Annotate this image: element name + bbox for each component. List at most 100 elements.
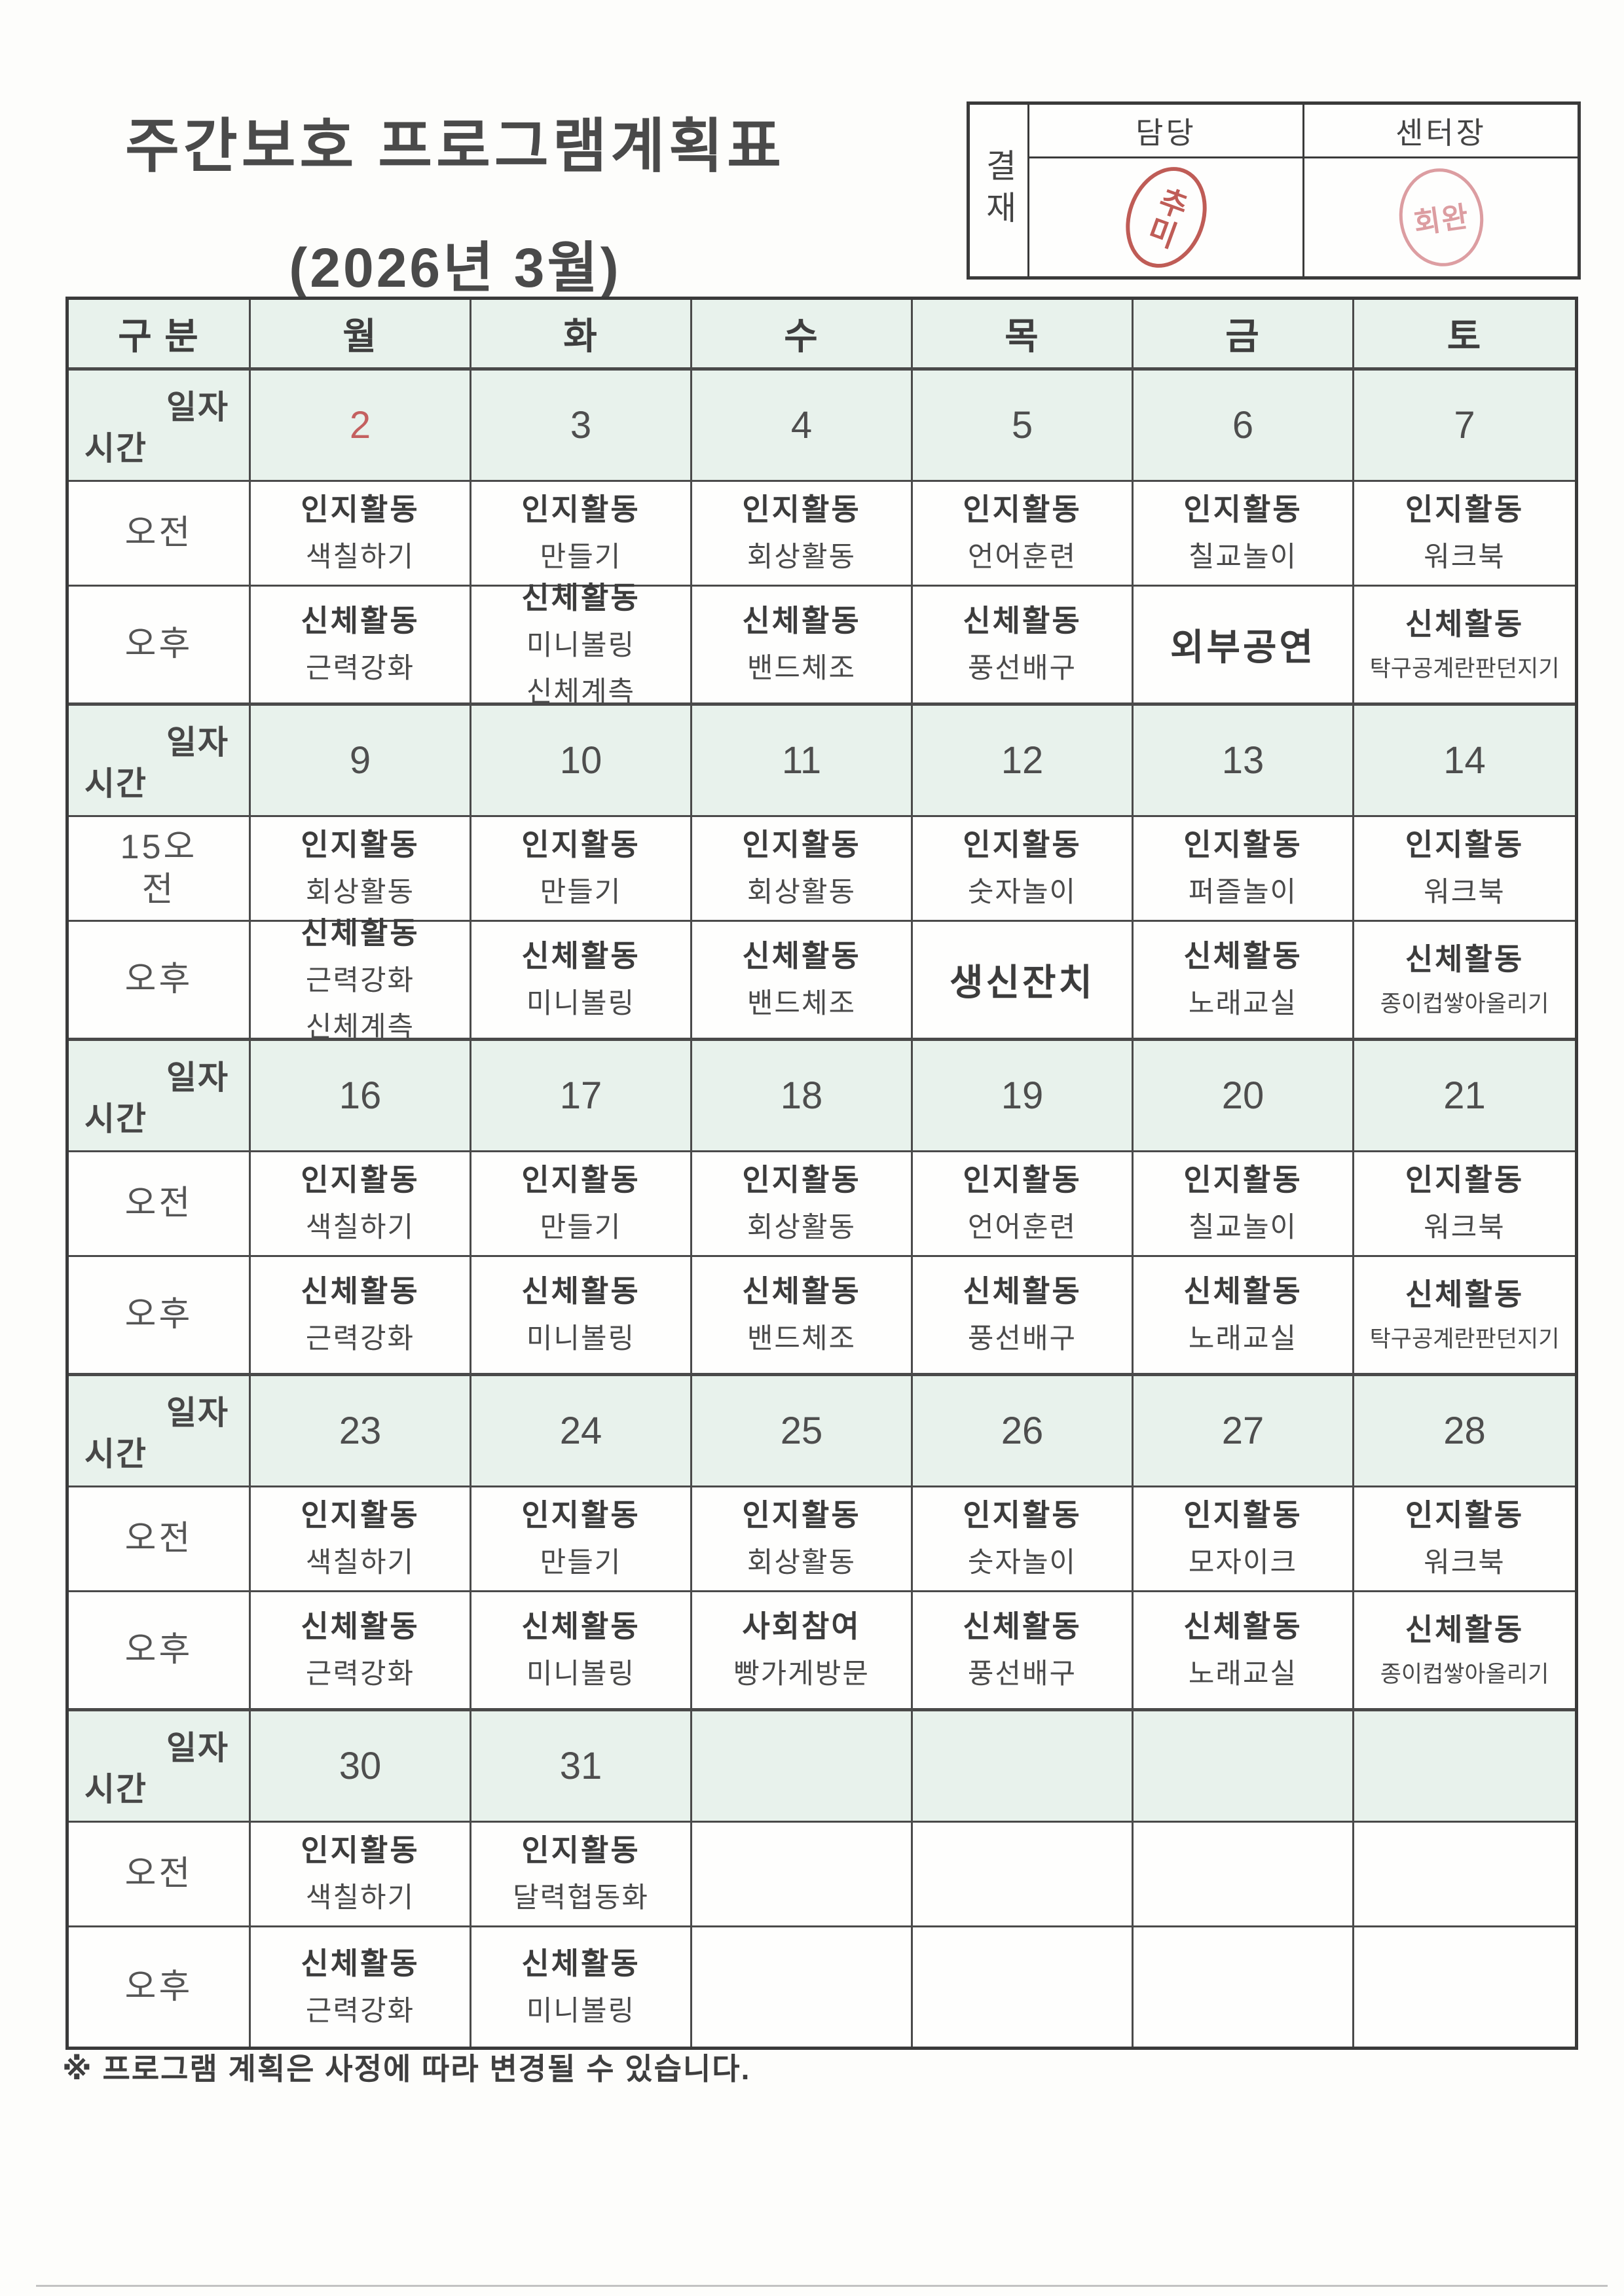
time-label-cell-pm: 오후: [69, 1927, 251, 2047]
activity-detail: 노래교실: [1188, 1323, 1298, 1355]
activity-detail: 워크북: [1424, 1547, 1505, 1579]
activity-detail: 워크북: [1424, 1212, 1505, 1244]
activity-cell: 인지활동 회상활동: [692, 482, 913, 587]
page-subtitle: (2026년 3월): [289, 237, 621, 299]
date-time-corner-cell: 일자 시간: [69, 706, 251, 817]
activity-detail: 회상활동: [747, 877, 857, 909]
activity-detail: 탁구공계란판던지기: [1369, 655, 1560, 682]
activity-detail: 만들기: [540, 541, 622, 574]
date-cell: 18: [692, 1041, 913, 1152]
date-number: 23: [339, 1410, 382, 1452]
day-header-label: 금: [1225, 316, 1261, 357]
activity-type: 외부공연: [1170, 627, 1316, 668]
date-number: 26: [1001, 1410, 1044, 1452]
activity-detail: 언어훈련: [967, 541, 1077, 574]
activity-cell: [913, 1823, 1134, 1927]
activity-type: 신체활동: [1183, 939, 1302, 974]
activity-detail: 근력강화: [305, 1323, 415, 1355]
activity-cell: 인지활동 회상활동: [692, 1487, 913, 1592]
date-number: 11: [781, 739, 822, 782]
activity-detail: 색칠하기: [305, 1212, 415, 1244]
day-header-cell: 금: [1134, 300, 1354, 371]
activity-type: 신체활동: [521, 580, 640, 615]
activity-cell: 신체활동 미니볼링 신체계측: [471, 581, 692, 708]
date-number: 19: [1001, 1074, 1044, 1117]
date-number: 31: [559, 1745, 602, 1787]
seal-stamp-center-head: 회완: [1392, 162, 1490, 272]
date-number: 18: [780, 1074, 823, 1117]
date-number: 12: [1001, 739, 1044, 782]
date-cell: 31: [471, 1711, 692, 1823]
title-block: 주간보호 프로그램계획표 (2026년 3월): [72, 98, 838, 303]
activity-type: 신체활동: [521, 1609, 640, 1644]
activity-detail: 회상활동: [747, 1212, 857, 1244]
activity-cell: 인지활동 칠교놀이: [1134, 1152, 1354, 1257]
time-label-line: 오전: [124, 1184, 193, 1222]
activity-detail: 워크북: [1424, 541, 1505, 574]
activity-detail: 근력강화: [305, 653, 415, 685]
activity-type: 신체활동: [742, 604, 861, 638]
day-header-cell: 월: [251, 300, 471, 371]
corner-time-label: 시간: [84, 1436, 147, 1472]
activity-cell: 인지활동 색칠하기: [251, 482, 471, 587]
date-cell: 26: [913, 1376, 1134, 1487]
corner-date-label: 일자: [166, 1394, 229, 1431]
activity-cell: 신체활동 탁구공계란판던지기: [1354, 1257, 1575, 1376]
activity-detail: 신체계측: [526, 676, 636, 708]
date-number: 28: [1443, 1410, 1486, 1452]
activity-type: 신체활동: [1183, 1274, 1302, 1309]
date-cell: 10: [471, 706, 692, 817]
date-cell: 12: [913, 706, 1134, 817]
approval-stamp-cell-center-head: 회완: [1302, 158, 1578, 276]
date-cell: 21: [1354, 1041, 1575, 1152]
date-cell: 5: [913, 371, 1134, 482]
activity-type: 신체활동: [963, 1609, 1082, 1644]
date-cell: 7: [1354, 371, 1575, 482]
activity-cell: 인지활동 칠교놀이: [1134, 482, 1354, 587]
approval-column-damdang: 담당: [1027, 105, 1302, 158]
time-label-line: 오전: [124, 514, 193, 552]
activity-type: 신체활동: [742, 939, 861, 974]
activity-type: 인지활동: [1183, 492, 1302, 527]
date-number: 7: [1454, 404, 1475, 446]
date-time-corner-cell: 일자 시간: [69, 371, 251, 482]
time-label-line: 오후: [124, 625, 193, 663]
activity-type: 인지활동: [742, 1498, 861, 1533]
activity-type: 인지활동: [1183, 1163, 1302, 1197]
date-number: 10: [559, 739, 602, 782]
activity-detail: 풍선배구: [967, 1658, 1077, 1690]
date-cell: 23: [251, 1376, 471, 1487]
activity-type: 인지활동: [742, 1163, 861, 1197]
activity-detail: 색칠하기: [305, 1882, 415, 1914]
activity-type: 신체활동: [1183, 1609, 1302, 1644]
activity-cell: 신체활동 탁구공계란판던지기: [1354, 587, 1575, 706]
activity-detail: 미니볼링: [526, 1995, 636, 2027]
activity-detail: 노래교실: [1188, 988, 1298, 1020]
activity-type: 신체활동: [963, 1274, 1082, 1309]
time-label-cell-am: 오전: [69, 1152, 251, 1257]
page-title: 주간보호 프로그램계획표: [125, 114, 785, 179]
approval-column-center-head: 센터장: [1302, 105, 1578, 158]
corner-time-label: 시간: [84, 1101, 147, 1137]
day-header-label: 월: [342, 316, 378, 357]
date-cell: 27: [1134, 1376, 1354, 1487]
activity-detail: 색칠하기: [305, 1547, 415, 1579]
time-label-line: 오전: [124, 1520, 193, 1558]
activity-cell: 외부공연: [1134, 587, 1354, 706]
activity-cell: 신체활동 미니볼링: [471, 1927, 692, 2047]
activity-detail: 빵가게방문: [733, 1658, 870, 1690]
date-number: 6: [1232, 404, 1254, 446]
activity-type: 인지활동: [963, 1498, 1082, 1533]
date-cell: [692, 1711, 913, 1823]
activity-type: 인지활동: [1183, 1498, 1302, 1533]
activity-type: 인지활동: [1405, 1163, 1524, 1197]
activity-detail: 근력강화: [305, 1658, 415, 1690]
activity-type: 인지활동: [301, 1163, 420, 1197]
activity-cell: 신체활동 미니볼링: [471, 1592, 692, 1711]
activity-type: 신체활동: [301, 604, 420, 638]
activity-cell: 신체활동 미니볼링: [471, 1257, 692, 1376]
